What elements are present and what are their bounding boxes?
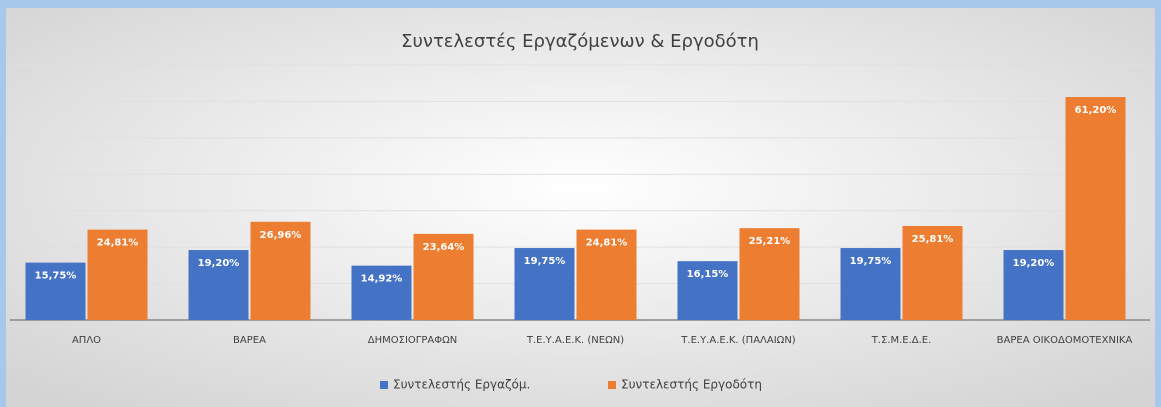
- bar: [87, 229, 148, 320]
- bar: [840, 248, 901, 320]
- bar: [576, 229, 637, 320]
- value-label: 23,64%: [423, 242, 465, 253]
- x-tick-label: ΔΗΜΟΣΙΟΓΡΑΦΩΝ: [368, 335, 457, 346]
- bar: [250, 221, 311, 320]
- value-label: 19,20%: [198, 258, 240, 269]
- value-label: 19,20%: [1013, 258, 1055, 269]
- x-tick-label: ΒΑΡΕΑ ΟΙΚΟΔΟΜΟΤΕΧΝΙΚΑ: [997, 335, 1133, 346]
- chart-title: Συντελεστές Εργαζόμενων & Εργοδότη: [401, 31, 759, 52]
- value-label: 24,81%: [97, 238, 139, 249]
- value-label: 16,15%: [687, 269, 729, 280]
- bar: [25, 262, 86, 320]
- value-label: 25,21%: [749, 236, 791, 247]
- bar: [188, 250, 249, 320]
- legend-label: Συντελεστής Εργαζόμ.: [393, 378, 530, 392]
- x-tick-label: ΑΠΛΟ: [72, 335, 101, 346]
- bar: [413, 233, 474, 320]
- value-label: 19,75%: [524, 256, 566, 267]
- bar: [902, 225, 963, 320]
- legend-swatch: [380, 381, 388, 389]
- x-tick-label: Τ.Ε.Υ.Α.Ε.Κ. (ΠΑΛΑΙΩΝ): [680, 335, 796, 346]
- x-tick-label: Τ.Ε.Υ.Α.Ε.Κ. (ΝΕΩΝ): [526, 335, 624, 346]
- value-label: 25,81%: [912, 234, 954, 245]
- bar: [351, 265, 412, 320]
- x-tick-label: ΒΑΡΕΑ: [233, 335, 266, 346]
- value-label: 24,81%: [586, 238, 628, 249]
- value-label: 26,96%: [260, 230, 302, 241]
- chart-area: [6, 8, 1155, 407]
- value-label: 61,20%: [1075, 105, 1117, 116]
- legend-label: Συντελεστής Εργοδότη: [621, 378, 762, 392]
- x-tick-label: Τ.Σ.Μ.Ε.Δ.Ε.: [871, 335, 932, 346]
- bar: [1065, 97, 1126, 320]
- legend-swatch: [608, 381, 616, 389]
- value-label: 15,75%: [35, 271, 77, 282]
- bar: [739, 228, 800, 320]
- bar: [1003, 250, 1064, 320]
- value-label: 14,92%: [361, 274, 403, 285]
- value-label: 19,75%: [850, 256, 892, 267]
- bar: [677, 261, 738, 320]
- bar: [514, 248, 575, 320]
